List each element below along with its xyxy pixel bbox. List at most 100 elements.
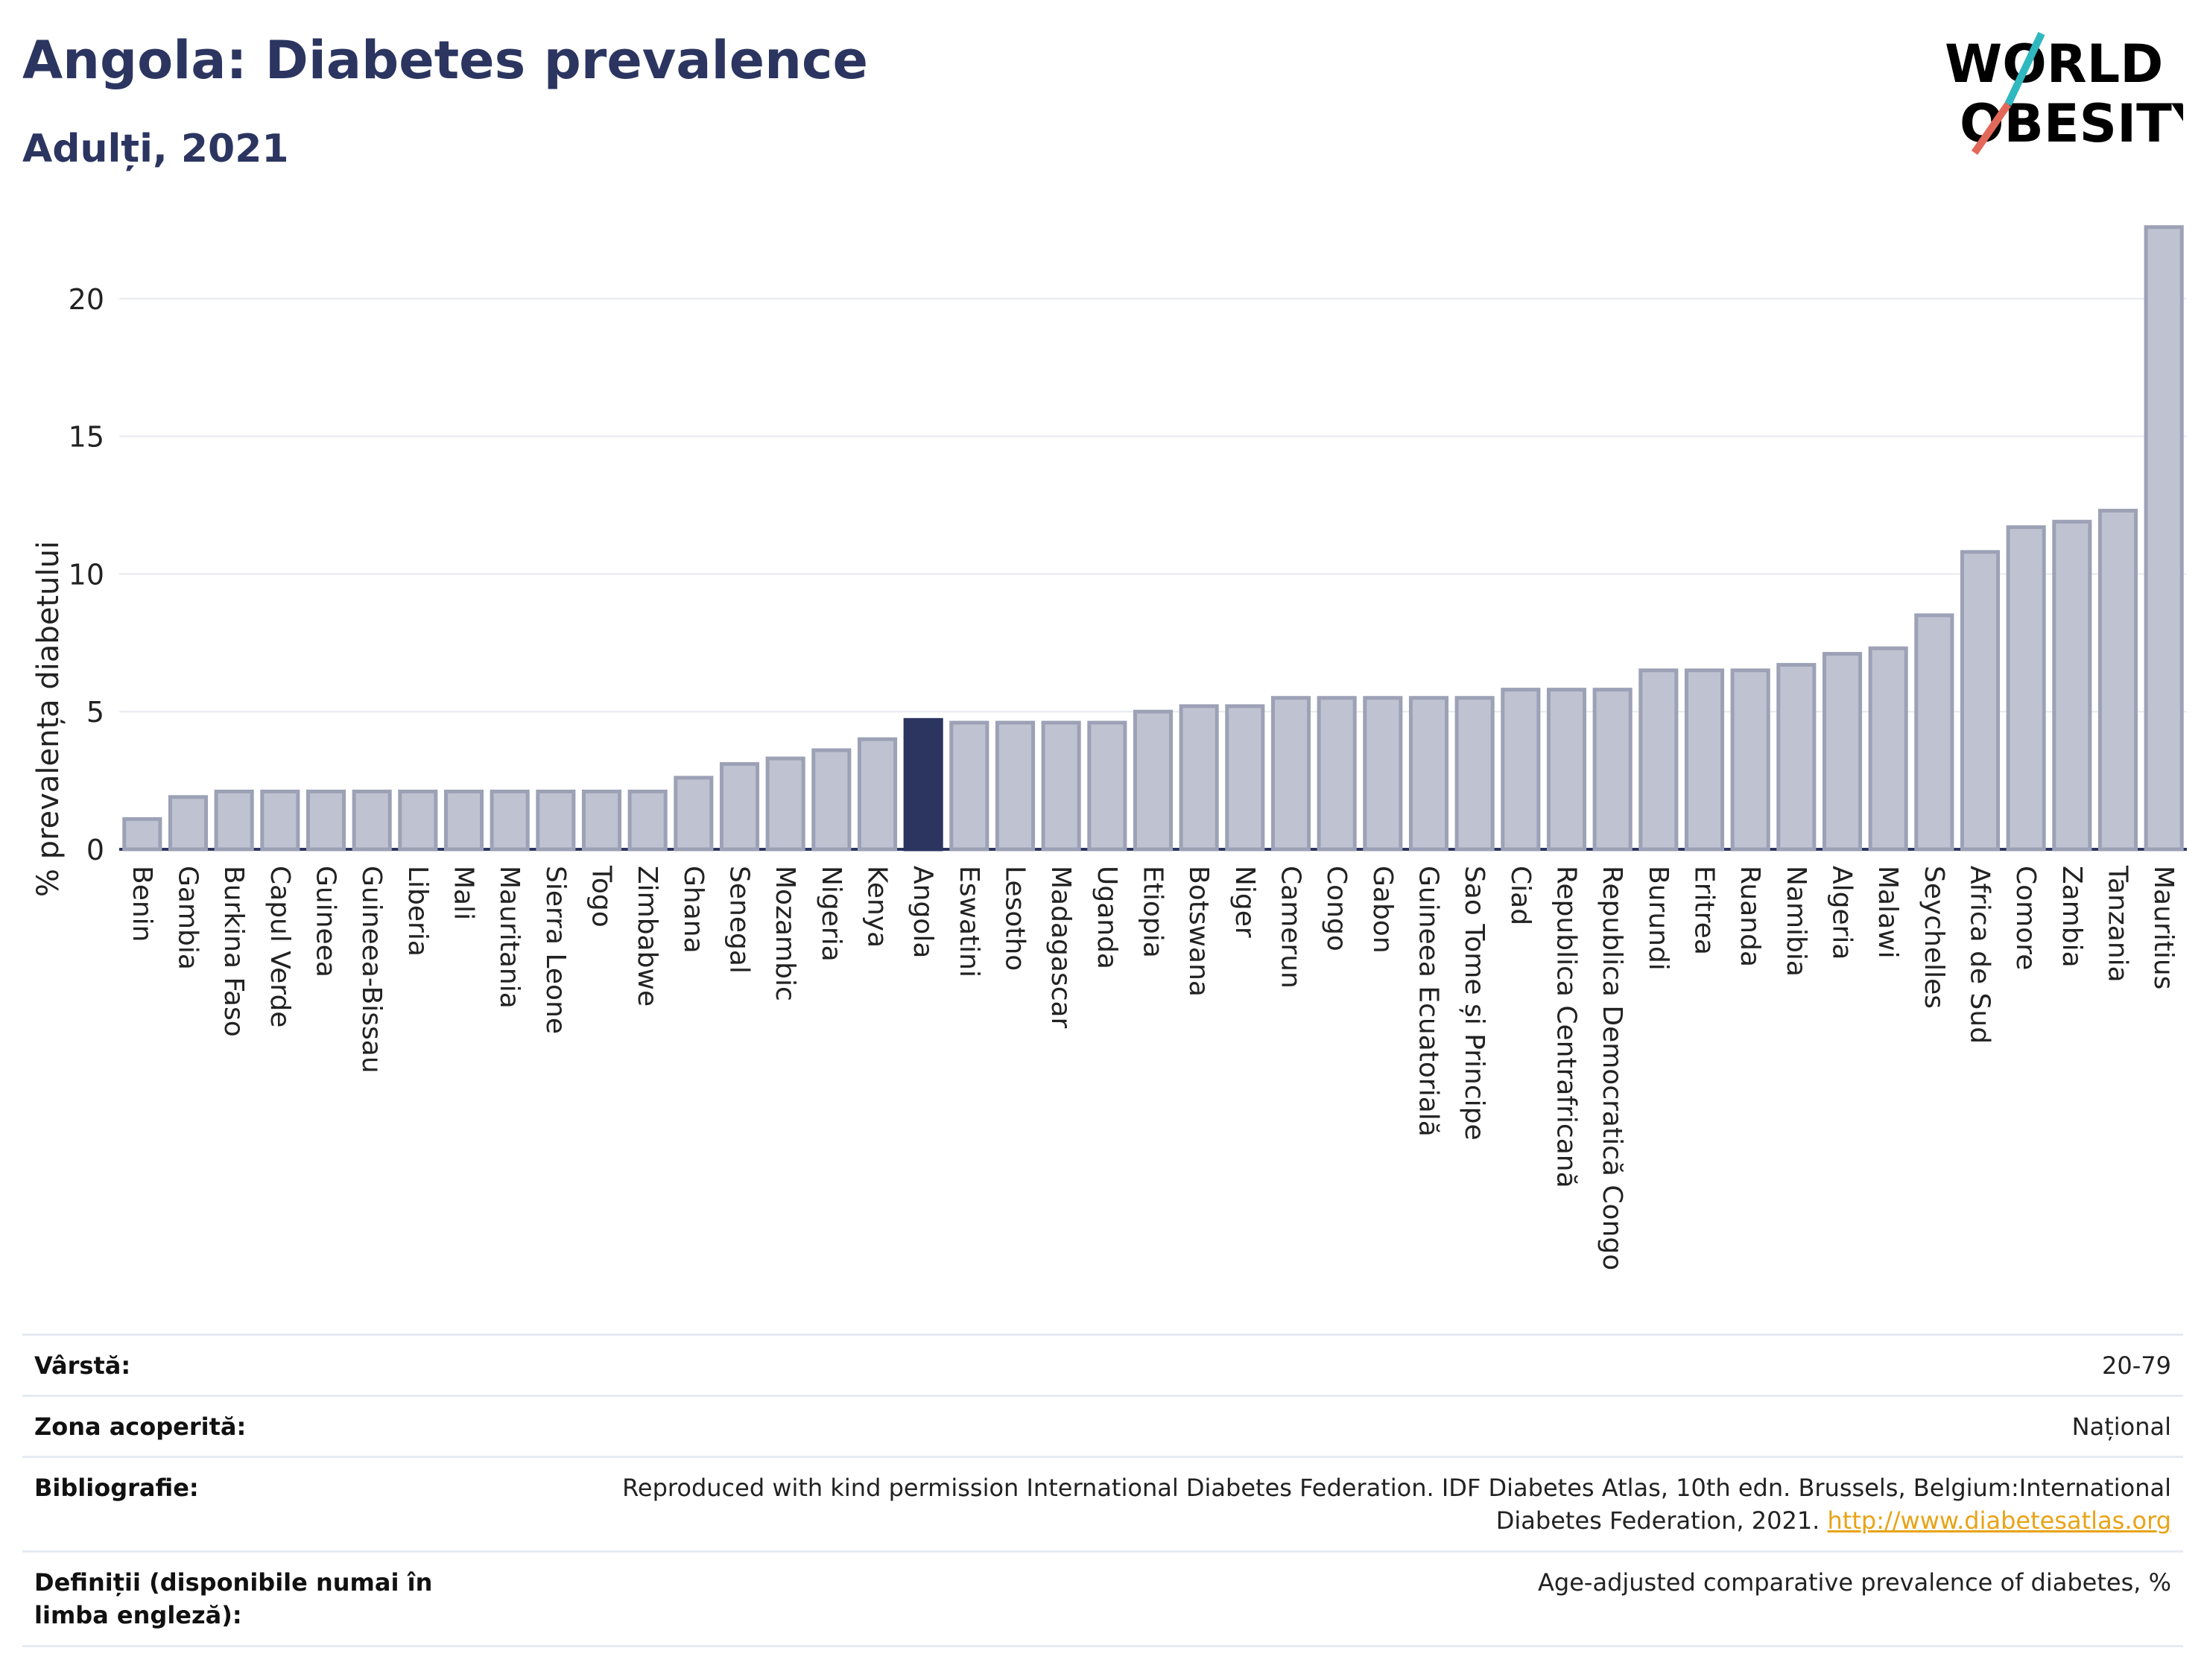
bar-seychelles[interactable] bbox=[1914, 613, 1954, 852]
y-tick-label: 5 bbox=[86, 696, 104, 729]
bar-guineea-ecuatorială[interactable] bbox=[1408, 696, 1449, 852]
bar-kenya[interactable] bbox=[857, 737, 898, 852]
bar-namibia[interactable] bbox=[1776, 662, 1817, 852]
bar-republica-democratică-congo[interactable] bbox=[1592, 688, 1633, 852]
x-tick-label: Benin bbox=[127, 866, 157, 942]
logo-stroke-coral bbox=[1971, 102, 2012, 155]
x-axis-ticks: Benin Gambia Burkina Faso Capul Verde Guinee… bbox=[127, 865, 2179, 1270]
bar-eritrea[interactable] bbox=[1684, 668, 1725, 852]
x-tick-label: Capul Verde bbox=[265, 866, 295, 1027]
metadata-value: Reproduced with kind permission Internat… bbox=[622, 1474, 2171, 1535]
bar-zambia[interactable] bbox=[2052, 519, 2092, 852]
bar-gambia[interactable] bbox=[168, 795, 209, 852]
bar-etiopia[interactable] bbox=[1133, 709, 1174, 852]
bar-africa-de-sud[interactable] bbox=[1960, 550, 2001, 852]
y-tick-label: 0 bbox=[86, 834, 104, 866]
x-tick-label: Camerun bbox=[1276, 866, 1306, 989]
metadata-label: Definiții (disponibile numai în limba en… bbox=[34, 1568, 433, 1629]
bar-zimbabwe[interactable] bbox=[627, 789, 668, 852]
x-tick-label: Lesotho bbox=[1000, 866, 1030, 971]
world-obesity-logo[interactable]: WORLD OBESITY bbox=[1937, 30, 2183, 156]
bar-camerun[interactable] bbox=[1270, 696, 1311, 852]
x-tick-label: Togo bbox=[586, 865, 617, 928]
x-tick-label: Ghana bbox=[678, 866, 709, 954]
bar-lesotho[interactable] bbox=[995, 720, 1036, 852]
bar-guineea[interactable] bbox=[305, 789, 346, 852]
x-tick-label: Kenya bbox=[862, 866, 893, 948]
x-tick-label: Seychelles bbox=[1919, 866, 1949, 1009]
bar-niger[interactable] bbox=[1225, 704, 1265, 852]
x-tick-label: Burundi bbox=[1643, 866, 1673, 971]
y-tick-label: 15 bbox=[69, 421, 104, 454]
x-tick-label: Guineea Ecuatorială bbox=[1413, 866, 1444, 1137]
metadata-value: Național bbox=[2071, 1413, 2171, 1441]
bar-tanzania[interactable] bbox=[2097, 508, 2138, 852]
x-tick-label: Sierra Leone bbox=[540, 866, 571, 1034]
bar-gabon[interactable] bbox=[1363, 696, 1403, 852]
metadata-value: Age-adjusted comparative prevalence of d… bbox=[1538, 1568, 2171, 1597]
y-axis-label: % prevalența diabetului bbox=[31, 541, 66, 897]
bar-malawi[interactable] bbox=[1868, 646, 1908, 852]
bar-republica-centrafricană[interactable] bbox=[1546, 688, 1587, 852]
x-tick-label: Mozambic bbox=[770, 866, 800, 1001]
bar-capul-verde[interactable] bbox=[260, 789, 300, 852]
bar-senegal[interactable] bbox=[719, 761, 760, 852]
x-tick-label: Burkina Faso bbox=[218, 866, 249, 1037]
x-tick-label: Ciad bbox=[1505, 866, 1536, 925]
bar-mauritius[interactable] bbox=[2144, 225, 2184, 852]
x-tick-label: Angola bbox=[908, 866, 938, 958]
bar-ruanda[interactable] bbox=[1730, 668, 1770, 852]
bar-nigeria[interactable] bbox=[811, 748, 852, 852]
bar-ghana[interactable] bbox=[674, 776, 714, 852]
bar-angola[interactable] bbox=[903, 717, 943, 852]
bar-mozambic[interactable] bbox=[765, 756, 805, 852]
metadata-label: Zona acoperită: bbox=[34, 1413, 247, 1441]
bar-botswana[interactable] bbox=[1179, 704, 1219, 852]
bar-guineea-bissau[interactable] bbox=[352, 789, 392, 852]
metadata-row: Definiții (disponibile numai în limba en… bbox=[22, 1550, 2183, 1646]
bar-eswatini[interactable] bbox=[949, 720, 989, 852]
metadata-label: Bibliografie: bbox=[34, 1474, 199, 1502]
bar-liberia[interactable] bbox=[398, 789, 438, 852]
x-tick-label: Malawi bbox=[1872, 866, 1903, 959]
bar-benin[interactable] bbox=[122, 817, 162, 852]
bar-mali[interactable] bbox=[443, 789, 484, 852]
x-tick-label: Gambia bbox=[173, 866, 203, 970]
bar-burundi[interactable] bbox=[1638, 668, 1679, 852]
bar-sierra-leone[interactable] bbox=[536, 789, 576, 852]
bibliography-link[interactable]: http://www.diabetesatlas.org bbox=[1827, 1506, 2171, 1535]
bar-mauritania[interactable] bbox=[490, 789, 530, 852]
bar-uganda[interactable] bbox=[1087, 720, 1127, 852]
bar-algeria[interactable] bbox=[1822, 652, 1863, 852]
bar-sao-tome-și-principe[interactable] bbox=[1454, 696, 1495, 852]
x-tick-label: Congo bbox=[1321, 866, 1352, 951]
x-tick-label: Sao Tome și Principe bbox=[1459, 866, 1489, 1141]
x-tick-label: Etiopia bbox=[1138, 866, 1168, 958]
x-tick-label: Tanzania bbox=[2103, 865, 2133, 983]
bar-chart: 0 5 10 15 20 Benin Gambia Burkina Faso Capul Ve… bbox=[31, 225, 2187, 1270]
metadata-row: Vârstă: 20-79 bbox=[22, 1334, 2183, 1395]
x-tick-label: Zimbabwe bbox=[632, 866, 662, 1007]
y-tick-label: 20 bbox=[69, 283, 104, 316]
x-tick-label: Gabon bbox=[1367, 866, 1398, 954]
x-tick-label: Guineea bbox=[311, 866, 341, 977]
x-tick-label: Republica Democratică Congo bbox=[1597, 866, 1627, 1270]
x-tick-label: Mali bbox=[449, 866, 479, 920]
bar-comore[interactable] bbox=[2006, 525, 2046, 852]
x-tick-label: Africa de Sud bbox=[1965, 866, 1995, 1044]
x-tick-label: Ruanda bbox=[1735, 866, 1765, 967]
bar-ciad[interactable] bbox=[1501, 688, 1541, 852]
x-tick-label: Mauritius bbox=[2148, 866, 2179, 989]
bar-congo[interactable] bbox=[1317, 696, 1357, 852]
x-tick-label: Guineea-Bissau bbox=[356, 866, 387, 1074]
x-tick-label: Comore bbox=[2010, 866, 2041, 970]
x-tick-label: Nigeria bbox=[816, 866, 846, 962]
x-tick-label: Namibia bbox=[1781, 866, 1811, 977]
bar-madagascar[interactable] bbox=[1041, 720, 1081, 852]
bar-burkina-faso[interactable] bbox=[214, 789, 254, 852]
bar-togo[interactable] bbox=[581, 789, 622, 852]
metadata-bottom-border bbox=[22, 1645, 2183, 1647]
x-tick-label: Eswatini bbox=[954, 866, 984, 977]
y-tick-label: 10 bbox=[69, 558, 104, 591]
x-tick-label: Zambia bbox=[2056, 866, 2087, 968]
